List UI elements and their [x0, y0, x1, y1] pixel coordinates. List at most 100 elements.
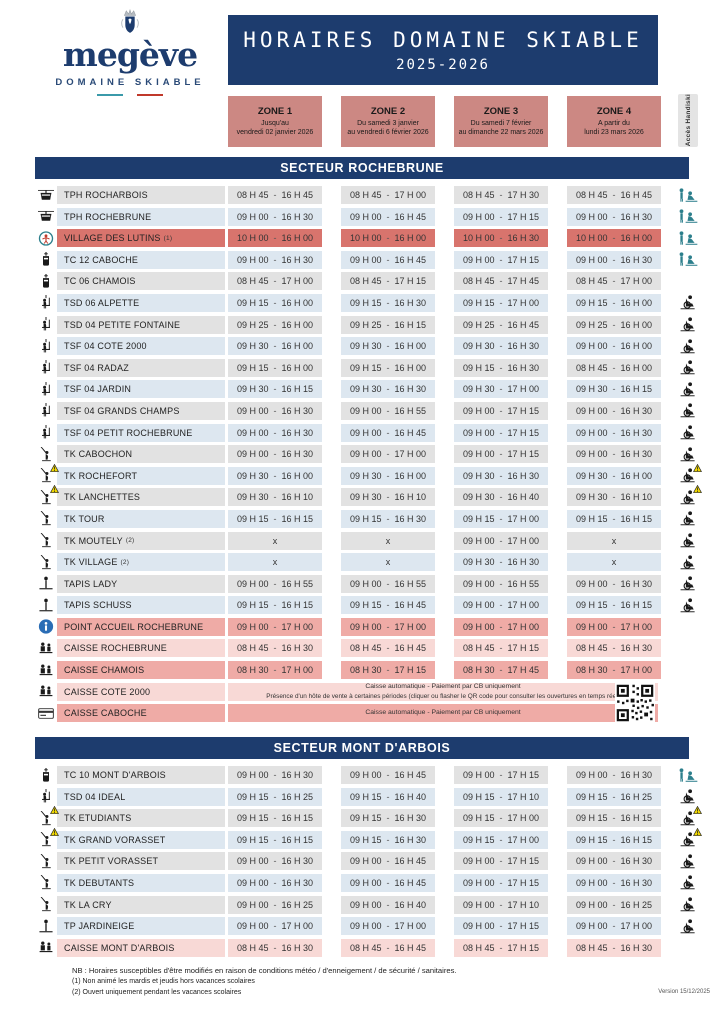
time-dash: - [499, 427, 503, 438]
open-time: 09 H 00 [237, 578, 269, 589]
close-time: 16 H 45 [394, 877, 426, 888]
close-time: 17 H 15 [507, 643, 539, 654]
time-dash: - [499, 276, 503, 287]
lift-icon-cell [35, 488, 57, 506]
open-time: 09 H 00 [463, 600, 495, 611]
zone1-hours: 09 H 15-16 H 15 [228, 509, 322, 528]
version-label: Version 15/12/2025 [658, 989, 710, 995]
close-time: 16 H 00 [394, 341, 426, 352]
open-time: 09 H 00 [463, 405, 495, 416]
close-time: 16 H 15 [281, 513, 313, 524]
time-dash: - [386, 921, 390, 932]
qr-icon [615, 683, 655, 723]
close-time: 16 H 30 [281, 856, 313, 867]
open-time: 09 H 25 [350, 319, 382, 330]
close-time: 17 H 00 [394, 621, 426, 632]
time-dash: - [612, 791, 616, 802]
close-time: 16 H 25 [281, 899, 313, 910]
lift-name: TSF 04 RADAZ [57, 358, 225, 377]
open-time: 08 H 45 [350, 190, 382, 200]
zone4-hours: x [567, 553, 661, 572]
table-row: CAISSE COTE 2000 Caisse automatique - Pai… [35, 682, 689, 723]
table-row: TK GRAND VORASSET 09 H 15-16 H 15 09 H 15-… [35, 831, 689, 849]
zone-label: ZONE 2 [370, 105, 406, 117]
handiski-cell [670, 467, 704, 485]
open-time: 09 H 00 [350, 856, 382, 867]
zone4-hours: 08 H 45-16 H 45 [567, 186, 661, 204]
time-dash: - [612, 921, 616, 932]
open-time: 09 H 00 [463, 427, 495, 438]
close-time: 17 H 00 [281, 621, 313, 632]
lift-note: (2) [125, 537, 135, 544]
carpet-icon [38, 576, 54, 591]
open-time: 09 H 00 [237, 877, 269, 888]
time-dash: - [273, 578, 277, 589]
time-dash: - [386, 834, 390, 845]
zone3-hours: 09 H 00-17 H 15 [454, 401, 548, 420]
zone2-hours: 09 H 00-16 H 45 [341, 207, 435, 226]
open-time: 09 H 00 [463, 211, 495, 222]
time-dash: - [386, 384, 390, 395]
close-time: 16 H 15 [620, 813, 652, 824]
time-dash: - [273, 190, 277, 200]
close-time: 17 H 15 [394, 665, 426, 676]
open-time: 08 H 45 [463, 276, 495, 287]
sitski-icon [677, 854, 698, 869]
open-time: 09 H 30 [237, 341, 269, 352]
close-time: 16 H 30 [281, 211, 313, 222]
open-time: 10 H 00 [237, 233, 269, 244]
time-dash: - [386, 362, 390, 373]
close-time: 17 H 15 [507, 449, 539, 460]
zone-dates: au vendredi 6 février 2026 [347, 129, 429, 136]
zone1-hours: 09 H 15-16 H 00 [228, 358, 322, 377]
zone4-hours: 09 H 30-16 H 00 [567, 466, 661, 485]
handiski-cell [670, 424, 704, 442]
zone1-hours: 08 H 45-17 H 00 [228, 272, 322, 291]
close-time: 16 H 30 [394, 513, 426, 524]
zone3-hours: 09 H 15-16 H 30 [454, 358, 548, 377]
open-time: 08 H 45 [463, 942, 495, 953]
zone-dates: Du samedi 7 février [470, 119, 532, 127]
lift-icon-cell [35, 766, 57, 784]
lift-icon-cell [35, 917, 57, 935]
zone1-hours: 09 H 00-16 H 30 [228, 766, 322, 784]
lift-icon-cell [35, 424, 57, 442]
open-time: 08 H 45 [237, 190, 269, 200]
close-time: 16 H 30 [281, 942, 313, 953]
time-dash: - [612, 319, 616, 330]
time-dash: - [612, 813, 616, 824]
table-row: CAISSE MONT D'ARBOIS 08 H 45-16 H 30 08 H … [35, 938, 689, 957]
open-time: 09 H 00 [350, 405, 382, 416]
close-time: 16 H 15 [281, 384, 313, 395]
footer-notes: NB : Horaires susceptibles d'être modifi… [72, 966, 456, 999]
qr-code[interactable] [615, 682, 655, 723]
close-time: 16 H 00 [281, 470, 313, 481]
close-time: 17 H 10 [507, 791, 539, 802]
zone3-hours: 08 H 30-17 H 45 [454, 661, 548, 680]
open-time: 09 H 00 [463, 254, 495, 265]
close-time: 16 H 30 [620, 877, 652, 888]
lift-note: (1) [163, 234, 173, 242]
time-dash: - [386, 665, 390, 676]
close-time: 16 H 55 [507, 578, 539, 589]
zone2-hours: x [341, 553, 435, 572]
close-time: 16 H 30 [620, 942, 652, 953]
open-time: 09 H 15 [576, 297, 608, 308]
open-time: 09 H 00 [350, 427, 382, 438]
open-time: 09 H 30 [463, 384, 495, 395]
zone1-hours: 09 H 00-16 H 55 [228, 574, 322, 593]
time-dash: - [612, 297, 616, 308]
table-row: TPH ROCHEBRUNE 09 H 00-16 H 30 09 H 00-16 … [35, 207, 689, 226]
zone4-hours: 09 H 30-16 H 10 [567, 488, 661, 507]
close-time: 17 H 00 [620, 665, 652, 676]
open-time: 09 H 00 [350, 899, 382, 910]
time-dash: - [386, 233, 390, 244]
table-row: TK LANCHETTES 09 H 30-16 H 10 09 H 30-16 H… [35, 488, 689, 507]
draglift-icon [38, 555, 54, 570]
close-time: 17 H 15 [507, 254, 539, 265]
lift-name: CAISSE MONT D'ARBOIS [57, 938, 225, 957]
zone1-hours: 09 H 00-16 H 30 [228, 445, 322, 464]
sitski-icon [677, 533, 698, 548]
open-time: 08 H 45 [237, 942, 269, 953]
time-dash: - [273, 449, 277, 460]
